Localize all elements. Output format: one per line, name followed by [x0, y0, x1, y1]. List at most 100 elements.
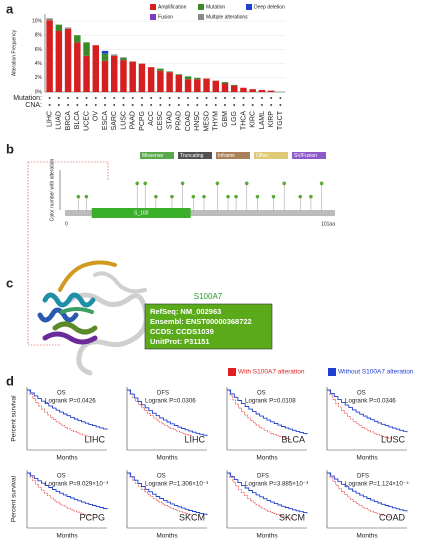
lollipop-head: [255, 194, 260, 199]
bar-segment: [55, 24, 63, 32]
axis-start: 0: [65, 221, 68, 227]
x-axis-label: Months: [56, 533, 78, 540]
row-dot: [122, 97, 125, 99]
domain-label: S_100: [134, 210, 149, 216]
row-dot: [177, 97, 180, 99]
row-label: CNA:: [25, 102, 42, 109]
row-dot: [113, 104, 116, 106]
bar-segment: [92, 45, 99, 92]
row-dot: [57, 97, 60, 99]
bar-segment: [111, 54, 118, 56]
row-dot: [122, 104, 125, 106]
survival-curve: [27, 472, 108, 510]
p-value: Logrank P=9.029×10⁻³: [45, 481, 108, 488]
legend-label: Multiple alterations: [206, 14, 248, 20]
row-dot: [57, 104, 60, 106]
row-dot: [67, 97, 70, 99]
endpoint: OS: [257, 391, 266, 397]
row-dot: [131, 104, 134, 106]
x-tick-label: BLCA: [74, 111, 81, 130]
info-line: UnitProt: P31151: [150, 337, 210, 346]
survival-curve: [327, 389, 408, 433]
row-dot: [196, 97, 199, 99]
legend-swatch: [216, 152, 250, 159]
bar-segment: [249, 89, 256, 92]
info-line: CCDS: CCDS1039: [150, 327, 214, 336]
info-line: Ensembl: ENST00000368722: [150, 317, 252, 326]
row-dot: [85, 97, 88, 99]
bar-segment: [55, 31, 63, 92]
p-value: Logrank P=0.0426: [45, 398, 96, 405]
x-axis-label: Months: [156, 533, 178, 540]
bar-segment: [101, 53, 109, 61]
lollipop-head: [309, 194, 313, 199]
x-tick-label: COAD: [185, 111, 192, 131]
cancer-type: BLCA: [281, 434, 305, 444]
x-tick-label: LUSC: [120, 111, 127, 130]
lollipop-head: [282, 181, 287, 186]
x-tick-label: LIHC: [46, 111, 53, 127]
x-tick-label: HNSC: [194, 111, 201, 131]
row-dot: [48, 104, 51, 106]
cancer-type: LUSC: [381, 434, 406, 444]
x-axis-label: Months: [56, 455, 78, 462]
lollipop-head: [180, 181, 185, 186]
legend-label: Other: [256, 153, 269, 159]
row-dot: [113, 97, 116, 99]
cancer-type: PCPG: [79, 512, 105, 522]
legend-swatch: [140, 152, 174, 159]
row-dot: [67, 104, 70, 106]
p-value: Logrank P=1.124×10⁻⁴: [345, 481, 409, 488]
x-tick-label: MESO: [203, 110, 210, 131]
x-tick-label: PAAD: [130, 111, 137, 130]
legend-label: SV/Fusion: [294, 153, 317, 159]
connector: [27, 161, 109, 346]
lollipop-head: [84, 194, 89, 199]
x-axis-label: Months: [356, 455, 378, 462]
row-dot: [233, 104, 236, 106]
x-tick-label: GBM: [222, 111, 229, 127]
legend-label: Deep deletion: [254, 4, 285, 10]
bar-segment: [212, 80, 219, 92]
legend-swatch: [292, 152, 326, 159]
x-tick-label: OV: [93, 111, 100, 121]
survival-curve: [227, 472, 292, 519]
bar-segment: [203, 78, 210, 92]
legend-swatch: [254, 152, 288, 159]
p-value: Logrank P=0.0346: [345, 398, 396, 405]
y-tick-label: 8%: [35, 33, 43, 39]
row-dot: [260, 104, 263, 106]
p-value: Logrank P=3.885×10⁻³: [245, 481, 308, 488]
x-tick-label: STAD: [166, 111, 173, 129]
bar-segment: [267, 90, 275, 92]
legend-swatch: [328, 368, 336, 376]
lollipop-head: [234, 194, 238, 199]
x-tick-label: TGCT: [277, 110, 284, 130]
bar-segment: [231, 85, 238, 92]
y-axis-label: Percent survival: [11, 395, 18, 442]
endpoint: DFS: [357, 474, 369, 480]
info-line: RefSeq: NM_002963: [150, 307, 221, 316]
survival-curve: [227, 389, 308, 435]
survival-curve: [127, 472, 192, 515]
bar-segment: [120, 57, 127, 61]
axis-end: 101aa: [321, 221, 335, 227]
bar-segment: [194, 79, 201, 92]
lollipop-head: [135, 181, 139, 186]
lollipop-head: [154, 194, 158, 199]
cancer-type: LIHC: [184, 434, 205, 444]
x-tick-label: PCPG: [139, 111, 146, 131]
row-dot: [140, 104, 143, 106]
x-tick-label: KIRC: [250, 111, 257, 128]
legend-swatch: [246, 4, 252, 10]
panel-label: d: [6, 373, 14, 388]
row-dot: [260, 97, 263, 99]
legend-swatch: [198, 14, 204, 20]
y-tick-label: 4%: [35, 61, 43, 67]
x-axis-label: Months: [256, 455, 278, 462]
panel-label: c: [6, 275, 13, 290]
row-dot: [233, 97, 236, 99]
lollipop-head: [226, 194, 230, 199]
x-tick-label: UCEC: [83, 111, 90, 131]
